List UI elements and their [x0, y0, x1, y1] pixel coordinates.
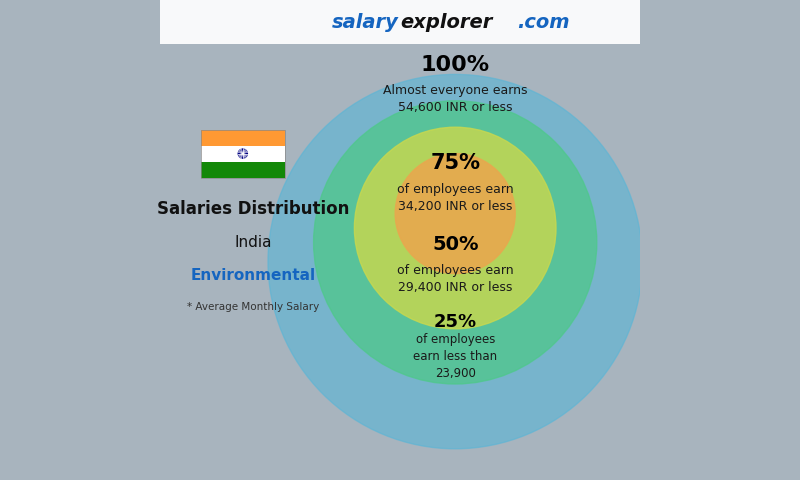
- Text: Almost everyone earns
54,600 INR or less: Almost everyone earns 54,600 INR or less: [383, 84, 527, 114]
- Circle shape: [354, 127, 556, 329]
- Text: of employees earn
29,400 INR or less: of employees earn 29,400 INR or less: [397, 264, 514, 294]
- Text: 25%: 25%: [434, 312, 477, 331]
- Circle shape: [395, 154, 515, 274]
- Text: explorer: explorer: [400, 12, 492, 32]
- Circle shape: [268, 74, 642, 449]
- FancyBboxPatch shape: [160, 0, 640, 480]
- Bar: [201, 130, 285, 178]
- Text: Environmental: Environmental: [191, 268, 316, 284]
- Text: 100%: 100%: [421, 55, 490, 75]
- Text: 50%: 50%: [432, 235, 478, 254]
- FancyBboxPatch shape: [160, 0, 640, 44]
- Text: 75%: 75%: [430, 153, 480, 173]
- Text: .com: .com: [518, 12, 570, 32]
- Bar: [201, 162, 285, 178]
- Bar: [201, 145, 285, 162]
- Text: * Average Monthly Salary: * Average Monthly Salary: [187, 302, 320, 312]
- Circle shape: [314, 101, 597, 384]
- Bar: [201, 130, 285, 145]
- Text: India: India: [235, 235, 272, 250]
- Text: of employees
earn less than
23,900: of employees earn less than 23,900: [413, 333, 498, 380]
- Text: of employees earn
34,200 INR or less: of employees earn 34,200 INR or less: [397, 183, 514, 213]
- Text: salary: salary: [332, 12, 398, 32]
- Text: Salaries Distribution: Salaries Distribution: [158, 200, 350, 218]
- Circle shape: [238, 148, 248, 159]
